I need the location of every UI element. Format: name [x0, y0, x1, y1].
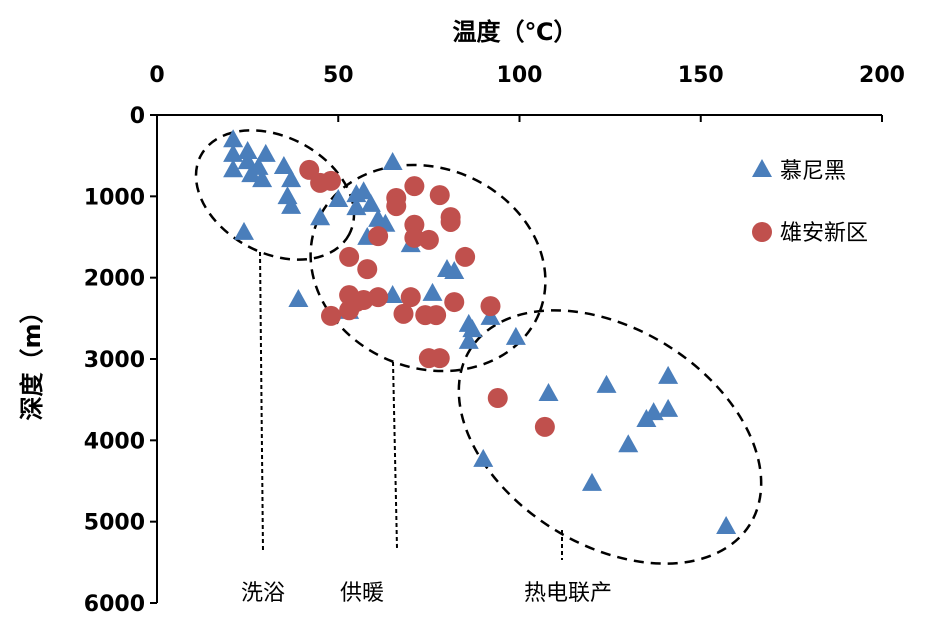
circle-point — [386, 196, 407, 217]
y-axis-title: 深度（m） — [18, 299, 46, 420]
circle-point — [440, 211, 461, 232]
triangle-point — [310, 207, 331, 226]
triangle-point — [444, 260, 465, 279]
triangle-point — [223, 159, 244, 178]
triangle-point — [422, 282, 443, 301]
legend-circle-icon — [752, 222, 772, 242]
circle-point — [368, 226, 389, 247]
triangle-point — [237, 141, 258, 160]
triangle-point — [281, 195, 302, 214]
y-tick-label: 2000 — [84, 267, 145, 292]
triangle-point — [273, 156, 294, 175]
triangle-point — [234, 221, 254, 240]
circle-point — [404, 176, 425, 197]
circle-point — [429, 348, 450, 369]
circle-point — [393, 303, 414, 324]
triangle-point — [505, 326, 526, 345]
triangle-point — [462, 319, 483, 338]
triangle-point — [241, 164, 262, 183]
x-axis-title: 温度（℃） — [452, 18, 577, 46]
circle-point — [368, 287, 389, 308]
triangle-point — [346, 197, 367, 216]
circle-point — [418, 229, 439, 250]
triangle-point — [618, 434, 639, 453]
y-tick-label: 4000 — [84, 429, 145, 454]
triangle-point — [237, 151, 258, 170]
x-tick-label: 50 — [323, 63, 354, 88]
triangle-point — [328, 188, 349, 207]
triangle-point — [288, 289, 309, 308]
triangle-point — [353, 181, 374, 200]
legend-label: 雄安新区 — [780, 221, 868, 246]
x-tick-label: 0 — [149, 63, 164, 88]
y-tick-label: 1000 — [84, 185, 145, 210]
annotation-label: 供暖 — [340, 581, 384, 606]
triangle-point — [596, 374, 617, 393]
triangle-point — [252, 169, 273, 188]
circle-point — [339, 246, 360, 267]
dashed-ellipse — [194, 129, 356, 261]
y-tick-label: 6000 — [84, 592, 145, 617]
triangle-point — [223, 143, 244, 162]
triangle-point — [223, 129, 244, 148]
dashed-ellipse — [457, 309, 763, 565]
data-points — [223, 129, 737, 534]
y-tick-label: 5000 — [84, 511, 145, 536]
triangle-point — [382, 151, 403, 170]
legend-triangle-icon — [752, 159, 772, 177]
circle-point — [321, 170, 341, 191]
triangle-point — [360, 193, 381, 212]
triangle-point — [277, 186, 298, 205]
circle-point — [444, 292, 465, 313]
circle-point — [534, 416, 555, 437]
triangle-point — [658, 365, 679, 384]
triangle-point — [255, 143, 276, 162]
legend-label: 慕尼黑 — [780, 159, 846, 184]
x-tick-label: 200 — [859, 63, 905, 88]
triangle-point — [716, 515, 737, 534]
triangle-point — [473, 448, 494, 467]
triangle-point — [658, 398, 679, 417]
circle-point — [455, 246, 476, 267]
annotation-label: 洗浴 — [241, 581, 285, 606]
triangle-point — [636, 409, 657, 427]
x-tick-label: 150 — [678, 63, 724, 88]
annotation-label: 热电联产 — [524, 581, 612, 606]
y-tick-label: 3000 — [84, 348, 145, 373]
y-tick-label: 0 — [130, 104, 145, 129]
leader-line — [392, 361, 398, 549]
circle-point — [400, 287, 421, 308]
circle-point — [321, 305, 341, 326]
triangle-point — [458, 330, 479, 349]
x-tick-label: 100 — [497, 63, 543, 88]
circle-point — [487, 388, 508, 409]
triangle-point — [281, 169, 302, 188]
circle-point — [480, 296, 501, 317]
circle-point — [426, 305, 447, 326]
circle-point — [357, 259, 378, 280]
triangle-point — [538, 382, 559, 401]
leader-line — [259, 251, 264, 553]
triangle-point — [582, 472, 602, 491]
circle-point — [429, 185, 450, 206]
